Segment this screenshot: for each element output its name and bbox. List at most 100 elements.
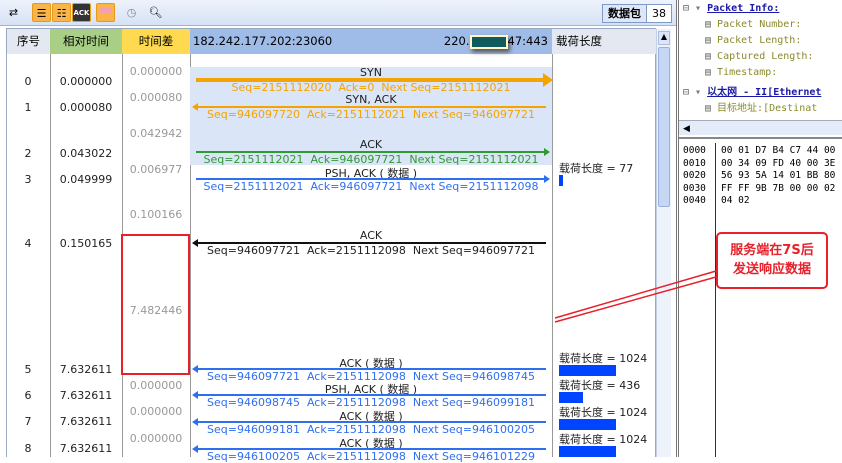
row-rel-time[interactable]: 7.632611 [59, 389, 113, 402]
hex-bytes[interactable]: 00 34 09 FD 40 00 3E [721, 157, 836, 169]
flow-arrow-right[interactable] [196, 148, 550, 156]
arrow-head [192, 103, 198, 111]
tree-item-label: 以太网 - II[Ethernet [707, 87, 822, 98]
header-payload[interactable]: 载荷长度 [552, 29, 656, 54]
row-rel-time[interactable]: 0.000080 [59, 101, 113, 114]
annotation-line1: 服务端在7S后 [730, 243, 814, 258]
row-time-diff: 0.100166 [129, 208, 183, 221]
row-rel-time[interactable]: 0.150165 [59, 237, 113, 250]
hex-offset[interactable]: 0040 [683, 195, 706, 206]
tree-item[interactable]: ▤ Packet Length: [705, 35, 801, 46]
header-seq[interactable]: 序号 [7, 29, 50, 54]
hex-offset[interactable]: 0000 [683, 145, 706, 156]
flow-arrow-left[interactable] [192, 391, 546, 399]
header-endpoints: 182.242.177.202:23060 220. 47:443 [190, 29, 552, 54]
annotation-callout: 服务端在7S后 发送响应数据 [716, 232, 828, 289]
flow-label: PSH, ACK ( 数据 ) [324, 383, 418, 396]
row-rel-time[interactable]: 0.000000 [59, 75, 113, 88]
row-rel-time[interactable]: 0.043022 [59, 147, 113, 160]
tree-item[interactable]: ⊟ ▾ Packet Info: [683, 3, 779, 14]
tree-item[interactable]: ▤ 目标地址:[Destinat [705, 99, 817, 114]
field-icon: ▤ [705, 103, 718, 114]
field-icon: ▤ [705, 19, 718, 30]
flow-detail: Seq=2151112021 Ack=946097721 Next Seq=21… [203, 153, 539, 166]
flow-arrow-left[interactable] [192, 239, 546, 247]
row-rel-time[interactable]: 7.632611 [59, 363, 113, 376]
flow-arrow-left[interactable] [192, 103, 546, 111]
field-icon: ▤ [705, 67, 718, 78]
row-time-diff: 7.482446 [129, 304, 183, 317]
clock-icon[interactable]: ◷ [126, 6, 137, 19]
flow-arrow-left[interactable] [192, 365, 546, 373]
row-seq[interactable]: 5 [24, 363, 32, 376]
payload-label: 载荷长度 = 1024 [559, 406, 648, 419]
ack-icon[interactable]: ACK [72, 3, 91, 22]
hex-offset[interactable]: 0020 [683, 170, 706, 181]
arrow-head [192, 365, 198, 373]
row-seq[interactable]: 6 [24, 389, 32, 402]
row-time-diff: 0.000000 [129, 379, 183, 392]
field-icon: ▤ [705, 51, 718, 62]
header-time-diff[interactable]: 时间差 [122, 29, 190, 54]
tree-item-label: Packet Length: [717, 35, 802, 46]
flow-detail: Seq=946097721 Ack=2151112098 Next Seq=94… [207, 370, 535, 383]
scroll-left-button[interactable]: ◀ [683, 124, 690, 134]
row-seq[interactable]: 4 [24, 237, 32, 250]
header-rel-time[interactable]: 相对时间 [50, 29, 122, 54]
row-seq[interactable]: 7 [24, 415, 32, 428]
flow-arrow-right[interactable] [196, 73, 553, 87]
flow-arrow-left[interactable] [192, 418, 546, 426]
highlight-box [121, 234, 190, 375]
scroll-thumb[interactable] [658, 47, 670, 207]
tree-item-label: Packet Number: [717, 19, 802, 30]
row-rel-time[interactable]: 7.632611 [59, 442, 113, 455]
horizontal-scrollbar[interactable]: ◀ [679, 120, 842, 135]
hex-bytes[interactable]: 04 02 [721, 195, 750, 206]
tree-item[interactable]: ⊟ ▾ 以太网 - II[Ethernet [683, 83, 821, 98]
hex-offset[interactable]: 0010 [683, 157, 706, 169]
export-icon[interactable]: ⇄ [8, 6, 19, 19]
search-icon[interactable]: 🔍︎ [148, 6, 163, 19]
tree-item[interactable]: ▤ Packet Number: [705, 19, 801, 30]
payload-label: 载荷长度 = 1024 [559, 352, 648, 365]
flow-detail: Seq=946097720 Ack=2151112021 Next Seq=94… [207, 108, 535, 121]
row-time-diff: 0.000000 [129, 405, 183, 418]
tree-item[interactable]: ▤ Timestamp: [705, 67, 777, 78]
tree-item-label: 目标地址:[Destinat [717, 103, 818, 114]
hex-bytes[interactable]: FF FF 9B 7B 00 00 02 [721, 182, 836, 194]
list-play-icon[interactable]: ☷ [52, 3, 71, 22]
flow-label: ACK ( 数据 ) [339, 437, 403, 450]
flow-arrow-right[interactable] [196, 175, 550, 183]
row-time-diff: 0.006977 [129, 163, 183, 176]
row-seq[interactable]: 0 [24, 75, 32, 88]
arrow-head [192, 239, 198, 247]
color-icon[interactable] [96, 3, 115, 22]
row-time-diff: 0.000080 [129, 91, 183, 104]
tree-item[interactable]: ▤ Captured Length: [705, 51, 813, 62]
dst-suffix: 47:443 [507, 34, 548, 48]
arrow-head [543, 73, 553, 87]
scroll-up-button[interactable]: ▲ [658, 31, 670, 45]
vertical-scrollbar[interactable]: ▲ [656, 29, 671, 457]
hex-bytes[interactable]: 00 01 D7 B4 C7 44 00 [721, 145, 836, 156]
flow-panel [6, 28, 656, 457]
selection-highlight [190, 67, 552, 165]
row-rel-time[interactable]: 7.632611 [59, 415, 113, 428]
row-time-diff: 0.000000 [129, 65, 183, 78]
row-seq[interactable]: 3 [24, 173, 32, 186]
payload-label: 载荷长度 = 1024 [559, 433, 648, 446]
row-seq[interactable]: 1 [24, 101, 32, 114]
hex-bytes[interactable]: 56 93 5A 14 01 BB 80 [721, 170, 836, 181]
list-icon[interactable]: ☰ [32, 3, 51, 22]
hex-offset[interactable]: 0030 [683, 182, 706, 194]
row-seq[interactable]: 2 [24, 147, 32, 160]
flow-label: PSH, ACK ( 数据 ) [324, 167, 418, 180]
row-seq[interactable]: 8 [24, 442, 32, 455]
tree-item-label: Timestamp: [717, 67, 778, 78]
flow-arrow-left[interactable] [192, 445, 546, 453]
row-time-diff: 0.000000 [129, 432, 183, 445]
toolbar: ⇄ ☰ ☷ ACK ◷ 🔍︎ 数据包 38 [0, 0, 676, 26]
row-rel-time[interactable]: 0.049999 [59, 173, 113, 186]
redacted-block [469, 34, 508, 49]
